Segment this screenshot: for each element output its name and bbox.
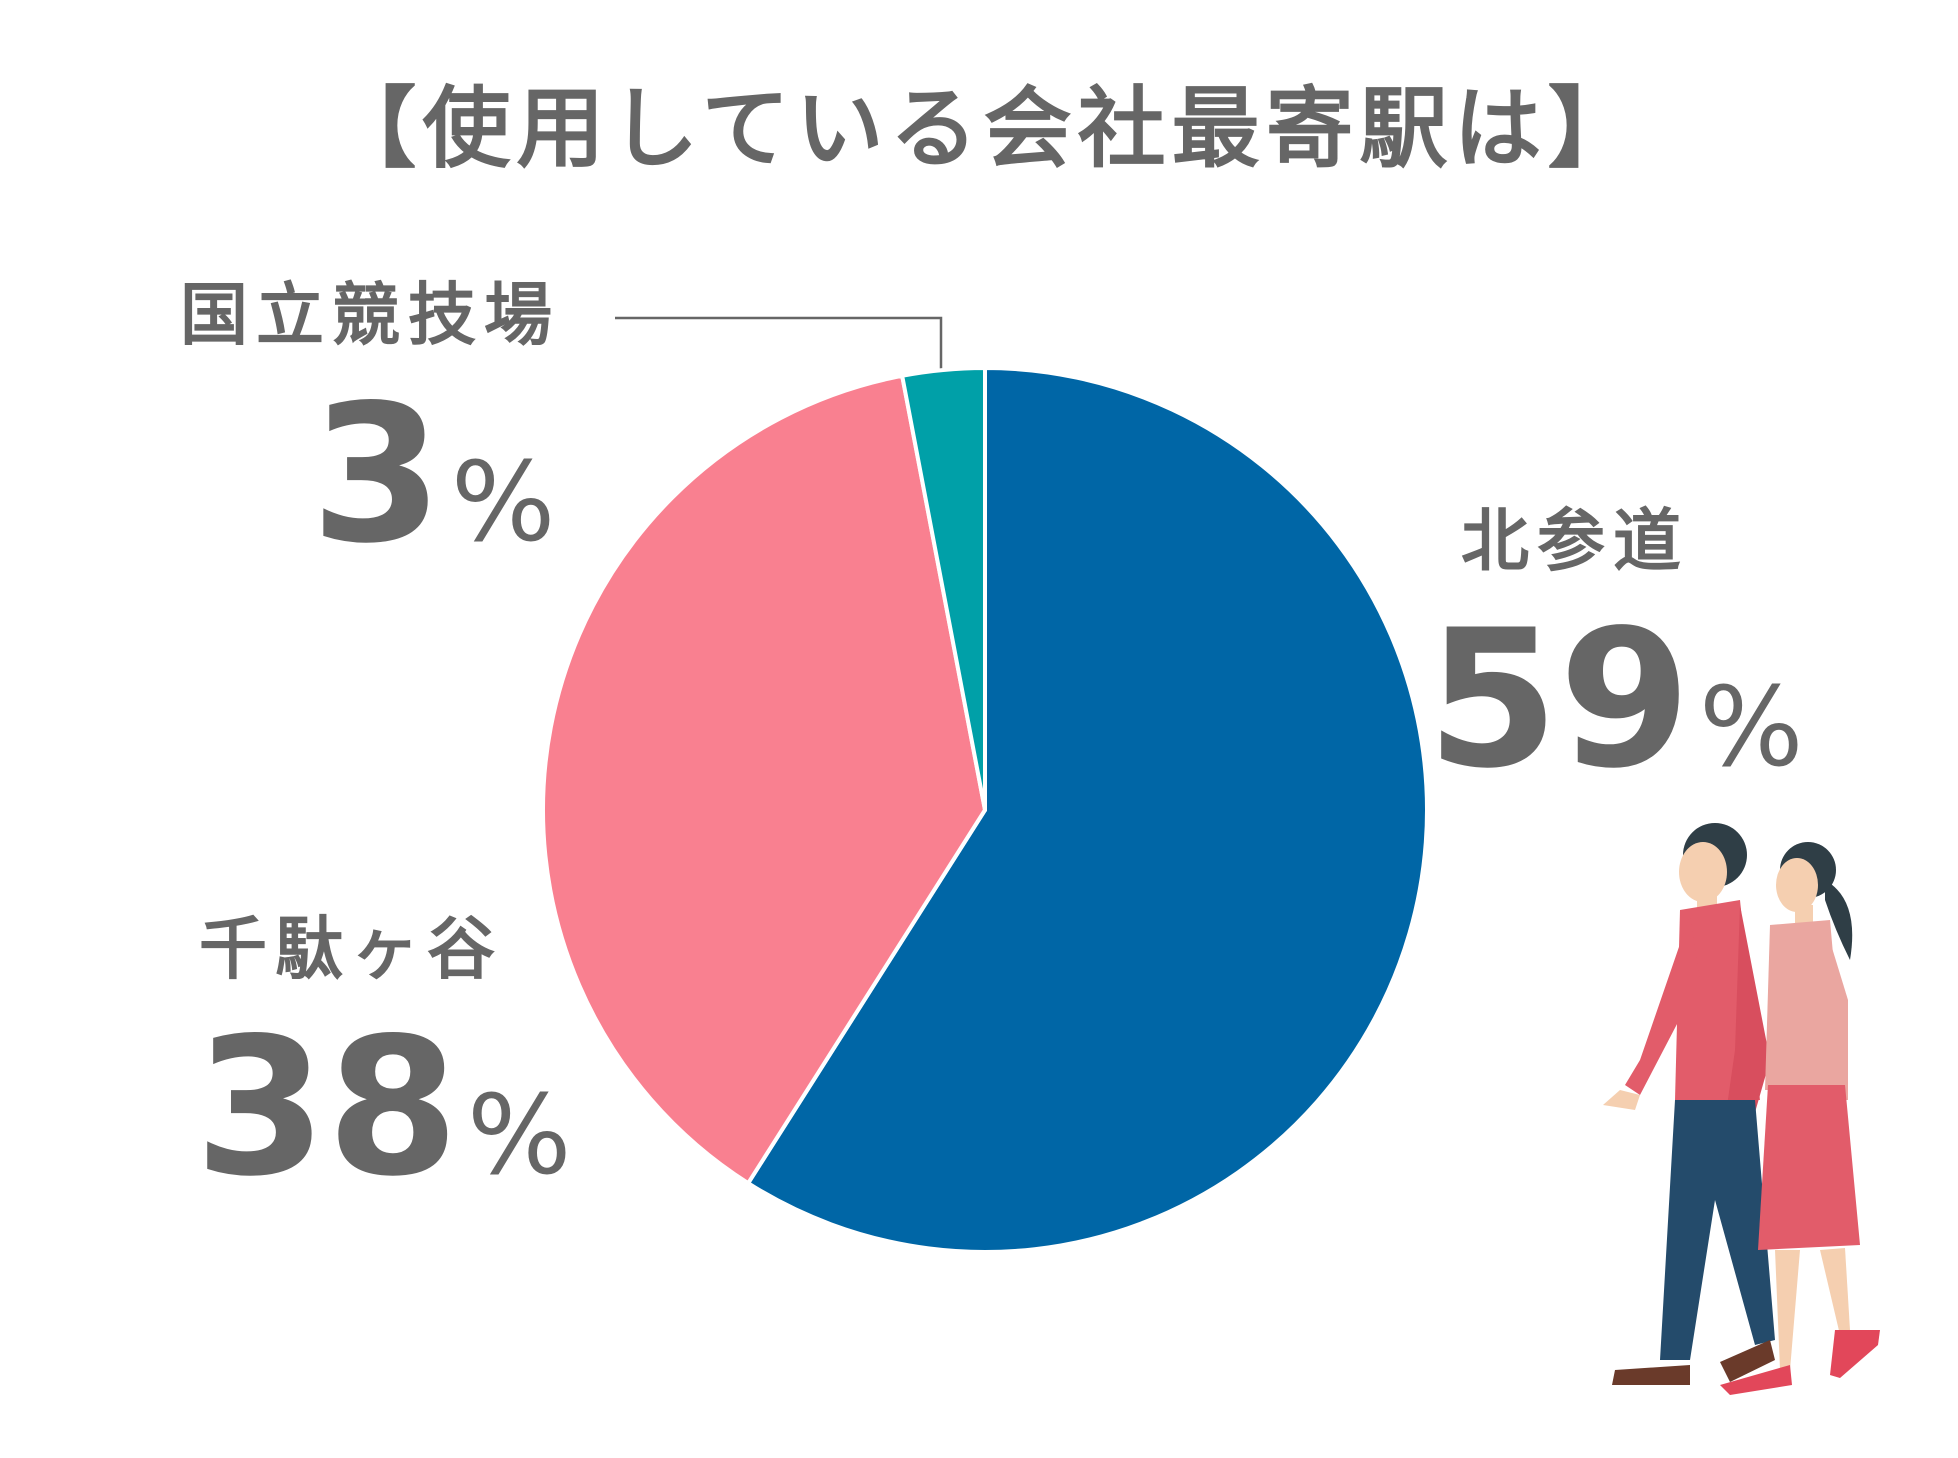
value-label: 3% — [311, 364, 556, 585]
pie-slice — [541, 373, 987, 1186]
leader-line — [615, 316, 943, 389]
couple-illustration — [1603, 823, 1880, 1395]
slice-label: 国立競技場 — [180, 277, 560, 356]
slice-label: 北参道 — [1461, 503, 1689, 582]
pie-slice — [900, 366, 987, 812]
slice-label: 千駄ヶ谷 — [199, 911, 503, 990]
value-label: 59% — [1427, 589, 1804, 810]
pie-slice — [746, 366, 1429, 1254]
chart-title: 【使用している会社最寄駅は】 — [328, 77, 1641, 180]
pie — [541, 366, 1429, 1254]
value-label: 38% — [195, 997, 572, 1218]
